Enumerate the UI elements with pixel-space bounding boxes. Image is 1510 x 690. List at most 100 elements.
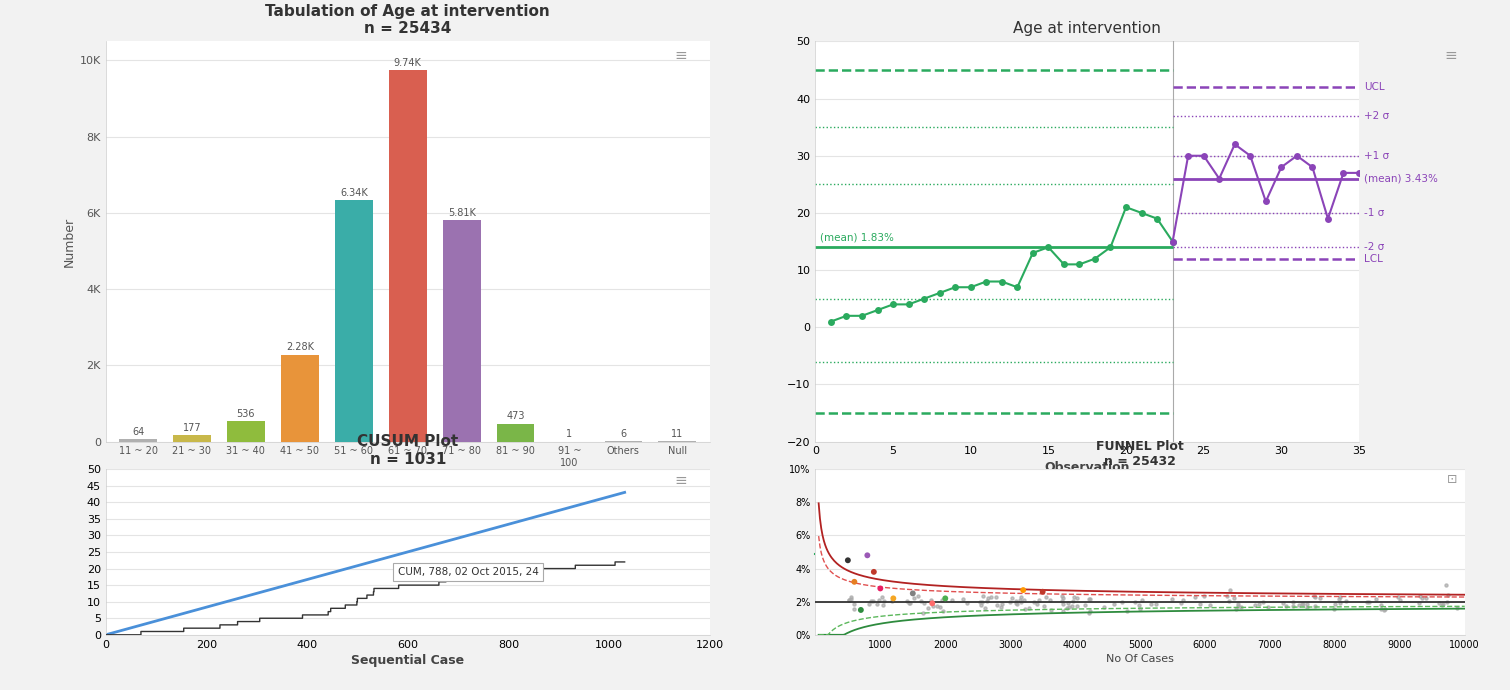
Point	[1188, 599, 1213, 610]
Point	[972, 602, 997, 613]
Point	[1077, 593, 1101, 604]
Point	[1226, 600, 1250, 611]
Bar	[497, 424, 535, 442]
Point	[933, 593, 957, 604]
Point	[868, 583, 892, 594]
Point	[1329, 598, 1353, 609]
Point	[1321, 604, 1345, 615]
Point	[1197, 600, 1222, 611]
Point	[895, 595, 920, 607]
Point	[1092, 602, 1116, 613]
Point	[1031, 586, 1055, 598]
Point	[1033, 601, 1057, 612]
Title: Tabulation of Age at intervention
n = 25434: Tabulation of Age at intervention n = 25…	[266, 3, 550, 36]
CUM	[606, 558, 624, 566]
Point	[1129, 594, 1154, 605]
Point	[849, 604, 873, 615]
CUM Predictive	[569, 501, 587, 509]
Point	[1433, 580, 1457, 591]
Text: +2 σ: +2 σ	[1364, 110, 1389, 121]
Point	[917, 602, 941, 613]
Point	[969, 597, 994, 608]
Bar	[335, 200, 373, 442]
Point	[1051, 592, 1075, 603]
Bar	[119, 439, 157, 442]
CUM	[445, 574, 464, 582]
Point	[1049, 591, 1074, 602]
Point	[929, 601, 953, 612]
Point	[921, 601, 945, 612]
CUM	[317, 611, 335, 619]
Point	[1427, 597, 1451, 608]
Point	[1356, 597, 1380, 608]
Point	[1193, 591, 1217, 602]
CUM Predictive	[616, 489, 634, 497]
Text: 6: 6	[621, 429, 627, 439]
Text: (mean) 1.83%: (mean) 1.83%	[820, 233, 894, 243]
Point	[1066, 600, 1090, 611]
Point	[1172, 594, 1196, 605]
Point	[1274, 600, 1299, 611]
Text: 9.74K: 9.74K	[394, 58, 421, 68]
Point	[1434, 596, 1459, 607]
Point	[941, 594, 965, 605]
Point	[1327, 591, 1351, 602]
Point	[1327, 593, 1351, 604]
Point	[971, 591, 995, 602]
Point	[1386, 592, 1410, 603]
X-axis label: Age at intervention: Age at intervention	[347, 472, 468, 485]
Point	[1407, 598, 1431, 609]
Point	[1009, 591, 1033, 602]
Point	[862, 566, 886, 578]
Point	[1357, 596, 1382, 607]
Text: 11: 11	[672, 429, 684, 439]
Point	[1410, 593, 1434, 604]
Point	[1290, 598, 1314, 609]
Point	[1110, 597, 1134, 608]
Point	[1373, 603, 1397, 614]
Point	[1065, 592, 1089, 603]
Point	[1012, 584, 1036, 595]
Point	[1078, 593, 1102, 604]
Point	[1055, 598, 1080, 609]
Text: ≡: ≡	[675, 48, 687, 63]
Point	[1102, 599, 1126, 610]
Text: 536: 536	[237, 409, 255, 419]
CUM	[495, 571, 513, 580]
Point	[1431, 599, 1456, 610]
Point	[989, 602, 1013, 613]
Point	[920, 598, 944, 609]
Point	[1128, 604, 1152, 615]
Point	[882, 593, 906, 604]
Point	[1303, 600, 1327, 611]
Point	[1051, 599, 1075, 610]
Point	[1287, 600, 1311, 611]
Text: 2.28K: 2.28K	[285, 342, 314, 353]
Point	[1004, 595, 1028, 607]
Point	[974, 595, 998, 607]
Text: UCL: UCL	[1364, 82, 1385, 92]
Point	[1302, 590, 1326, 601]
Point	[985, 591, 1009, 602]
Point	[841, 599, 865, 610]
Point	[1049, 595, 1074, 607]
Point	[909, 595, 933, 607]
Text: ≡: ≡	[675, 473, 687, 488]
Point	[1388, 594, 1412, 605]
Point	[1077, 607, 1101, 618]
CUM	[261, 614, 279, 622]
Text: +1 σ: +1 σ	[1364, 150, 1389, 161]
Legend: Graph Line: Graph Line	[809, 545, 911, 564]
Point	[1430, 600, 1454, 611]
Point	[1169, 598, 1193, 609]
Point	[1007, 595, 1031, 606]
Bar	[226, 421, 264, 442]
Point	[897, 598, 921, 609]
Point	[906, 591, 930, 602]
Line: CUM: CUM	[106, 562, 625, 635]
Point	[1303, 591, 1327, 602]
Point	[1034, 592, 1059, 603]
Point	[951, 593, 975, 604]
Point	[1182, 591, 1206, 602]
Text: CUM, 788, 02 Oct 2015, 24: CUM, 788, 02 Oct 2015, 24	[397, 567, 539, 577]
